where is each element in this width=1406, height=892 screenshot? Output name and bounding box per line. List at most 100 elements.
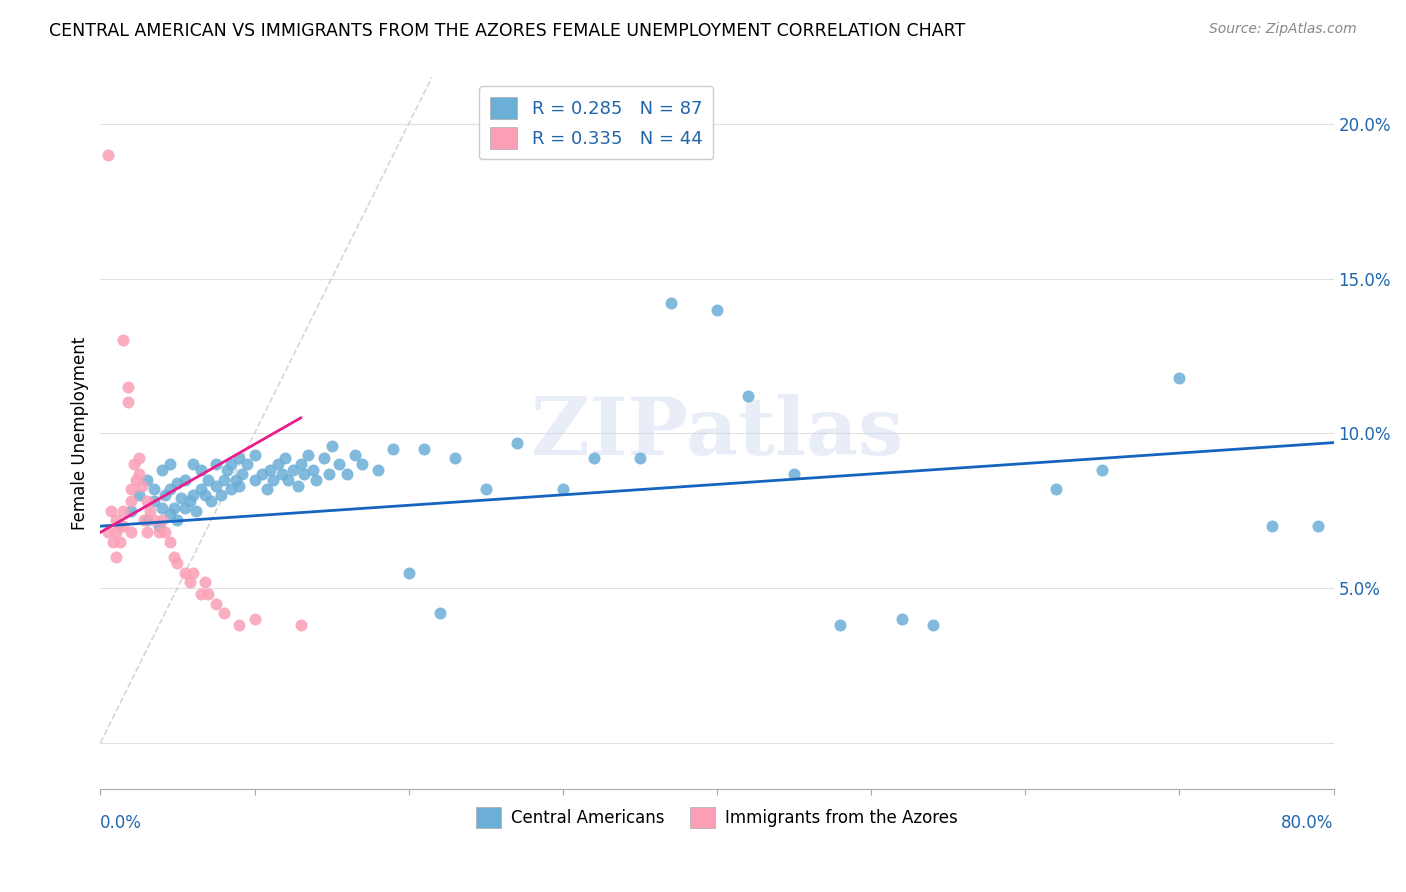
Point xyxy=(97,525,120,540)
Point xyxy=(138,504,160,518)
Point xyxy=(190,482,212,496)
Point xyxy=(274,451,297,466)
Point xyxy=(281,463,304,477)
Point xyxy=(287,479,309,493)
Point xyxy=(336,467,359,481)
Point xyxy=(212,473,235,487)
Point xyxy=(225,473,247,487)
Point xyxy=(231,467,253,481)
Point xyxy=(706,302,728,317)
Point xyxy=(101,534,124,549)
Point xyxy=(228,479,250,493)
Point xyxy=(128,467,150,481)
Point xyxy=(194,488,217,502)
Point xyxy=(135,473,157,487)
Point xyxy=(205,457,228,471)
Point xyxy=(112,334,135,348)
Point xyxy=(305,473,328,487)
Point xyxy=(128,488,150,502)
Point xyxy=(215,463,238,477)
Point xyxy=(117,395,139,409)
Point xyxy=(181,566,204,580)
Point xyxy=(143,482,166,496)
Point xyxy=(159,482,181,496)
Text: Source: ZipAtlas.com: Source: ZipAtlas.com xyxy=(1209,22,1357,37)
Point xyxy=(159,507,181,521)
Point xyxy=(830,618,852,632)
Point xyxy=(166,513,188,527)
Point xyxy=(212,606,235,620)
Point xyxy=(163,550,186,565)
Point xyxy=(271,467,294,481)
Point xyxy=(122,457,145,471)
Point xyxy=(143,513,166,527)
Point xyxy=(891,612,914,626)
Point xyxy=(1261,519,1284,533)
Point xyxy=(292,467,315,481)
Point xyxy=(104,525,127,540)
Point xyxy=(135,513,157,527)
Point xyxy=(921,618,943,632)
Point xyxy=(200,494,222,508)
Point xyxy=(290,618,312,632)
Point xyxy=(413,442,436,456)
Point xyxy=(505,435,527,450)
Point xyxy=(205,479,228,493)
Point xyxy=(97,148,120,162)
Point xyxy=(312,451,335,466)
Point xyxy=(148,525,170,540)
Point xyxy=(343,448,366,462)
Text: CENTRAL AMERICAN VS IMMIGRANTS FROM THE AZORES FEMALE UNEMPLOYMENT CORRELATION C: CENTRAL AMERICAN VS IMMIGRANTS FROM THE … xyxy=(49,22,966,40)
Point xyxy=(174,500,197,515)
Point xyxy=(197,587,219,601)
Point xyxy=(737,389,759,403)
Point xyxy=(205,597,228,611)
Point xyxy=(179,574,201,589)
Point xyxy=(783,467,806,481)
Point xyxy=(236,457,259,471)
Text: ZIPatlas: ZIPatlas xyxy=(531,394,903,473)
Point xyxy=(221,457,243,471)
Point xyxy=(1091,463,1114,477)
Point xyxy=(166,475,188,490)
Y-axis label: Female Unemployment: Female Unemployment xyxy=(72,336,89,530)
Point xyxy=(429,606,451,620)
Point xyxy=(221,482,243,496)
Point xyxy=(184,504,207,518)
Point xyxy=(659,296,682,310)
Point xyxy=(112,519,135,533)
Point xyxy=(181,488,204,502)
Point xyxy=(153,525,176,540)
Point xyxy=(120,494,142,508)
Point xyxy=(179,494,201,508)
Point xyxy=(166,557,188,571)
Point xyxy=(474,482,496,496)
Point xyxy=(1308,519,1330,533)
Point xyxy=(194,574,217,589)
Point xyxy=(190,587,212,601)
Point xyxy=(209,488,232,502)
Point xyxy=(243,448,266,462)
Point xyxy=(1045,482,1067,496)
Point xyxy=(243,473,266,487)
Point xyxy=(262,473,284,487)
Point xyxy=(628,451,651,466)
Point xyxy=(302,463,325,477)
Point xyxy=(181,457,204,471)
Point xyxy=(243,612,266,626)
Point xyxy=(108,519,131,533)
Point xyxy=(117,380,139,394)
Point xyxy=(132,513,155,527)
Point xyxy=(112,504,135,518)
Point xyxy=(163,500,186,515)
Point xyxy=(120,504,142,518)
Point xyxy=(318,467,340,481)
Point xyxy=(169,491,191,506)
Point xyxy=(150,500,173,515)
Point xyxy=(143,494,166,508)
Point xyxy=(135,494,157,508)
Point xyxy=(382,442,405,456)
Point xyxy=(174,473,197,487)
Point xyxy=(120,482,142,496)
Point xyxy=(174,566,197,580)
